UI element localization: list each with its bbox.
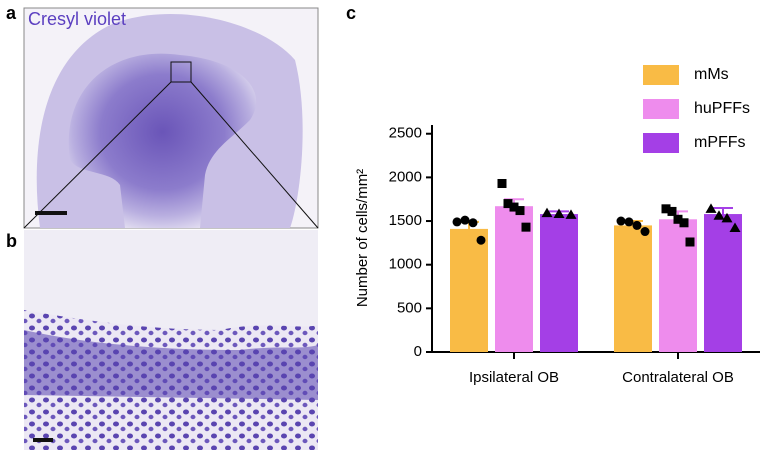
data-point bbox=[509, 202, 519, 212]
data-point bbox=[565, 209, 577, 219]
bar bbox=[704, 214, 742, 352]
legend-swatch bbox=[643, 99, 679, 119]
x-tick-label: Contralateral OB bbox=[622, 369, 734, 386]
zoom-line bbox=[23, 81, 172, 229]
panel-a: Cresyl violet a bbox=[6, 3, 319, 229]
bar bbox=[614, 225, 652, 352]
scale-bar bbox=[33, 438, 53, 442]
data-point bbox=[729, 222, 741, 233]
panel-b: b bbox=[6, 230, 318, 450]
bar bbox=[450, 228, 488, 352]
data-point bbox=[497, 178, 507, 188]
panel-label: b bbox=[6, 231, 17, 251]
data-point bbox=[640, 227, 650, 237]
y-tick-label: 1500 bbox=[389, 212, 422, 229]
data-point bbox=[476, 235, 486, 245]
panel-label: a bbox=[6, 3, 17, 23]
data-point bbox=[705, 203, 717, 213]
data-point bbox=[673, 214, 683, 224]
data-point bbox=[503, 199, 513, 209]
data-point bbox=[661, 204, 671, 214]
data-point bbox=[632, 220, 642, 230]
y-tick-label: 0 bbox=[414, 343, 422, 360]
legend-label: mPFFs bbox=[694, 134, 746, 151]
legend-label: mMs bbox=[694, 66, 729, 83]
data-point bbox=[515, 206, 525, 216]
data-point bbox=[521, 222, 531, 232]
scale-bar bbox=[35, 211, 67, 215]
data-point bbox=[460, 215, 470, 225]
data-point bbox=[667, 206, 677, 216]
legend-swatch bbox=[643, 65, 679, 85]
data-point bbox=[624, 217, 634, 227]
data-point bbox=[452, 217, 462, 227]
legend-swatch bbox=[643, 133, 679, 153]
stain-label: Cresyl violet bbox=[28, 9, 126, 29]
y-tick-label: 1000 bbox=[389, 256, 422, 273]
data-point bbox=[553, 208, 565, 219]
data-point bbox=[685, 237, 695, 247]
mitral-layer bbox=[24, 330, 318, 400]
y-tick-label: 2000 bbox=[389, 168, 422, 185]
data-point bbox=[721, 212, 733, 223]
y-axis-label: Number of cells/mm² bbox=[354, 169, 371, 307]
data-point bbox=[468, 218, 478, 228]
bar bbox=[540, 214, 578, 352]
data-point bbox=[713, 210, 725, 220]
data-point bbox=[541, 207, 553, 218]
data-point bbox=[616, 216, 626, 226]
panel-label: c bbox=[346, 3, 356, 23]
core bbox=[68, 53, 257, 228]
y-tick-label: 2500 bbox=[389, 125, 422, 142]
data-point bbox=[679, 218, 689, 228]
legend-label: huPFFs bbox=[694, 100, 750, 117]
x-tick-label: Ipsilateral OB bbox=[469, 369, 559, 386]
zoom-line bbox=[190, 81, 319, 229]
y-tick-label: 500 bbox=[397, 299, 422, 316]
zoom-box bbox=[170, 61, 192, 83]
